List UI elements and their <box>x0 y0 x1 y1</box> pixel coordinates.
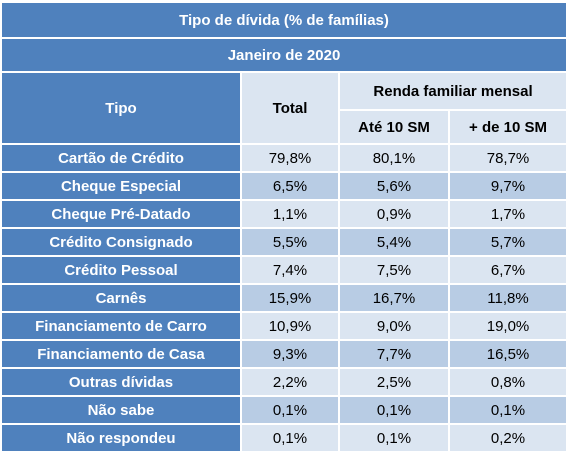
row-label: Cheque Pré-Datado <box>2 201 240 227</box>
header-total: Total <box>242 73 338 143</box>
cell-value: 7,5% <box>340 257 448 283</box>
cell-value: 16,7% <box>340 285 448 311</box>
cell-value: 6,5% <box>242 173 338 199</box>
cell-value: 0,8% <box>450 369 567 395</box>
row-label: Crédito Consignado <box>2 229 240 255</box>
title-row: Tipo de dívida (% de famílias) <box>2 3 567 37</box>
table-body: Tipo de dívida (% de famílias) Janeiro d… <box>2 3 567 451</box>
row-label: Crédito Pessoal <box>2 257 240 283</box>
cell-value: 0,9% <box>340 201 448 227</box>
cell-value: 1,7% <box>450 201 567 227</box>
cell-value: 7,4% <box>242 257 338 283</box>
row-label: Cartão de Crédito <box>2 145 240 171</box>
cell-value: 10,9% <box>242 313 338 339</box>
cell-value: 78,7% <box>450 145 567 171</box>
period: Janeiro de 2020 <box>2 39 567 71</box>
cell-value: 2,5% <box>340 369 448 395</box>
data-row: Cheque Especial 6,5% 5,6% 9,7% <box>2 173 567 199</box>
header-tipo: Tipo <box>2 73 240 143</box>
cell-value: 0,1% <box>450 397 567 423</box>
row-label: Não sabe <box>2 397 240 423</box>
cell-value: 0,1% <box>340 425 448 451</box>
data-row: Financiamento de Carro 10,9% 9,0% 19,0% <box>2 313 567 339</box>
row-label: Financiamento de Carro <box>2 313 240 339</box>
cell-value: 9,3% <box>242 341 338 367</box>
cell-value: 16,5% <box>450 341 567 367</box>
cell-value: 7,7% <box>340 341 448 367</box>
cell-value: 9,0% <box>340 313 448 339</box>
row-label: Financiamento de Casa <box>2 341 240 367</box>
data-row: Cheque Pré-Datado 1,1% 0,9% 1,7% <box>2 201 567 227</box>
cell-value: 80,1% <box>340 145 448 171</box>
data-row: Crédito Pessoal 7,4% 7,5% 6,7% <box>2 257 567 283</box>
cell-value: 9,7% <box>450 173 567 199</box>
header-sub: Até 10 SM <box>340 111 448 143</box>
cell-value: 2,2% <box>242 369 338 395</box>
data-row: Crédito Consignado 5,5% 5,4% 5,7% <box>2 229 567 255</box>
cell-value: 5,7% <box>450 229 567 255</box>
cell-value: 11,8% <box>450 285 567 311</box>
header-sub: + de 10 SM <box>450 111 567 143</box>
header-row: Tipo Total Renda familiar mensal <box>2 73 567 143</box>
data-row: Carnês 15,9% 16,7% 11,8% <box>2 285 567 311</box>
period-row: Janeiro de 2020 <box>2 39 567 71</box>
cell-value: 0,2% <box>450 425 567 451</box>
cell-value: 15,9% <box>242 285 338 311</box>
data-row: Cartão de Crédito 79,8% 80,1% 78,7% <box>2 145 567 171</box>
data-row: Outras dívidas 2,2% 2,5% 0,8% <box>2 369 567 395</box>
cell-value: 19,0% <box>450 313 567 339</box>
data-row: Financiamento de Casa 9,3% 7,7% 16,5% <box>2 341 567 367</box>
row-label: Não respondeu <box>2 425 240 451</box>
table-title: Tipo de dívida (% de famílias) <box>2 3 567 37</box>
cell-value: 0,1% <box>242 397 338 423</box>
cell-value: 5,4% <box>340 229 448 255</box>
cell-value: 0,1% <box>340 397 448 423</box>
cell-value: 5,6% <box>340 173 448 199</box>
cell-value: 6,7% <box>450 257 567 283</box>
subheader-row: Até 10 SM + de 10 SM <box>2 111 567 143</box>
cell-value: 5,5% <box>242 229 338 255</box>
header-group: Renda familiar mensal <box>340 73 567 109</box>
data-row: Não sabe 0,1% 0,1% 0,1% <box>2 397 567 423</box>
row-label: Carnês <box>2 285 240 311</box>
data-row: Não respondeu 0,1% 0,1% 0,2% <box>2 425 567 451</box>
row-label: Cheque Especial <box>2 173 240 199</box>
cell-value: 0,1% <box>242 425 338 451</box>
cell-value: 1,1% <box>242 201 338 227</box>
cell-value: 79,8% <box>242 145 338 171</box>
row-label: Outras dívidas <box>2 369 240 395</box>
